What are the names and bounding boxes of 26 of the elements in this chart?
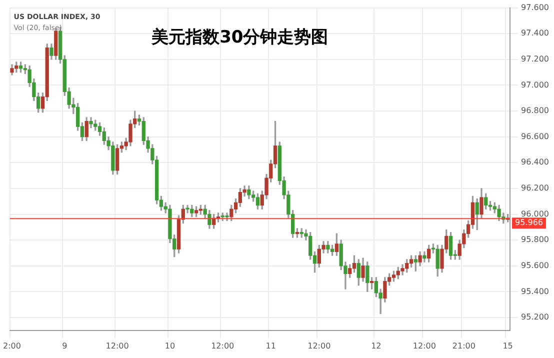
x-tick-label: 12 bbox=[371, 341, 382, 350]
y-tick-label: 95.600 bbox=[521, 260, 550, 270]
y-tick-label: 96.200 bbox=[521, 184, 550, 193]
x-tick-label: 12:00 bbox=[412, 341, 436, 350]
x-tick-label: 10 bbox=[164, 341, 176, 350]
y-tick-label: 96.600 bbox=[521, 132, 550, 141]
ref-line-label: 95.966 bbox=[515, 218, 544, 228]
x-tick-label: 12:00 bbox=[308, 341, 331, 350]
y-tick-label: 97.000 bbox=[521, 80, 550, 90]
y-tick-label: 96.400 bbox=[521, 158, 550, 167]
x-tick-label: 9 bbox=[62, 341, 68, 350]
x-tick-label: 12:00 bbox=[211, 341, 234, 350]
y-tick-label: 95.400 bbox=[521, 286, 550, 296]
y-tick-label: 97.600 bbox=[521, 2, 550, 12]
y-tick-label: 95.200 bbox=[521, 312, 550, 322]
y-tick-label: 95.800 bbox=[521, 235, 550, 244]
y-tick-label: 96.000 bbox=[521, 209, 550, 218]
x-tick-label: 21:00 bbox=[452, 341, 476, 350]
x-tick-label: 11 bbox=[266, 341, 276, 350]
y-tick-label: 97.400 bbox=[521, 28, 550, 38]
text: 美元指数30分钟走势图 bbox=[150, 28, 328, 48]
x-tick-label: 2:00 bbox=[3, 341, 21, 350]
x-tick-label: 15 bbox=[502, 341, 513, 350]
y-tick-label: 96.800 bbox=[521, 106, 550, 116]
y-tick-label: 97.200 bbox=[521, 54, 550, 64]
x-tick-label: 12:00 bbox=[106, 341, 129, 350]
